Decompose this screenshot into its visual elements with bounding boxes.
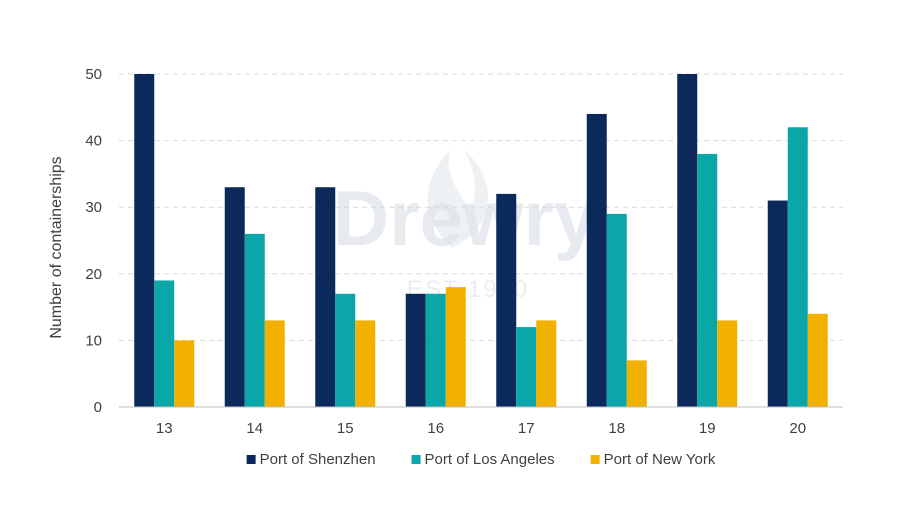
legend: Port of Shenzhen Port of Los Angeles Port … bbox=[246, 451, 716, 468]
bar bbox=[767, 200, 788, 407]
y-tick-label: 30 bbox=[85, 199, 102, 216]
bar bbox=[626, 360, 647, 407]
legend-label: Port of Shenzhen bbox=[260, 451, 376, 468]
y-tick-label: 0 bbox=[94, 399, 102, 416]
bar bbox=[677, 74, 698, 407]
bar bbox=[244, 233, 265, 407]
bar bbox=[516, 327, 537, 407]
y-axis-title: Number of containerships bbox=[48, 156, 65, 338]
bar bbox=[807, 313, 828, 407]
y-axis-ticks: 0 10 20 30 40 50 bbox=[85, 66, 102, 416]
bar bbox=[496, 193, 517, 407]
legend-swatch bbox=[411, 455, 421, 464]
bar bbox=[717, 320, 738, 407]
bar bbox=[536, 320, 557, 407]
x-tick-label: 15 bbox=[337, 420, 354, 437]
legend-item: Port of Shenzhen bbox=[246, 451, 376, 468]
bar bbox=[586, 113, 607, 408]
watermark-flame-icon bbox=[427, 150, 489, 248]
bar bbox=[697, 153, 718, 407]
bar bbox=[174, 340, 195, 407]
bar bbox=[154, 280, 175, 407]
legend-swatch bbox=[590, 455, 600, 464]
bar bbox=[425, 293, 446, 407]
x-tick-label: 19 bbox=[699, 420, 716, 437]
x-tick-label: 14 bbox=[246, 420, 263, 437]
y-tick-label: 50 bbox=[85, 66, 102, 83]
y-tick-label: 40 bbox=[85, 133, 102, 150]
bar bbox=[264, 320, 285, 407]
watermark: Drewry EST 1970 bbox=[333, 150, 597, 303]
x-tick-label: 17 bbox=[518, 420, 535, 437]
x-tick-label: 16 bbox=[427, 420, 444, 437]
bar bbox=[405, 293, 426, 407]
legend-swatch bbox=[246, 455, 256, 464]
bar bbox=[134, 74, 155, 407]
y-tick-label: 10 bbox=[85, 332, 102, 349]
y-tick-label: 20 bbox=[85, 266, 102, 283]
x-tick-label: 20 bbox=[789, 420, 806, 437]
bar bbox=[224, 187, 245, 407]
x-tick-label: 18 bbox=[608, 420, 625, 437]
bar bbox=[315, 187, 336, 407]
legend-label: Port of New York bbox=[604, 451, 716, 468]
legend-item: Port of Los Angeles bbox=[411, 451, 555, 468]
x-tick-label: 13 bbox=[156, 420, 173, 437]
bar bbox=[606, 213, 627, 407]
x-axis-ticks: 13 14 15 16 17 18 19 20 bbox=[156, 420, 806, 437]
bar bbox=[355, 320, 376, 407]
bar bbox=[445, 287, 466, 407]
bar bbox=[335, 293, 356, 407]
bar bbox=[787, 127, 808, 407]
legend-label: Port of Los Angeles bbox=[425, 451, 555, 468]
watermark-brand: Drewry bbox=[333, 174, 597, 262]
legend-item: Port of New York bbox=[590, 451, 716, 468]
bars bbox=[134, 74, 828, 408]
